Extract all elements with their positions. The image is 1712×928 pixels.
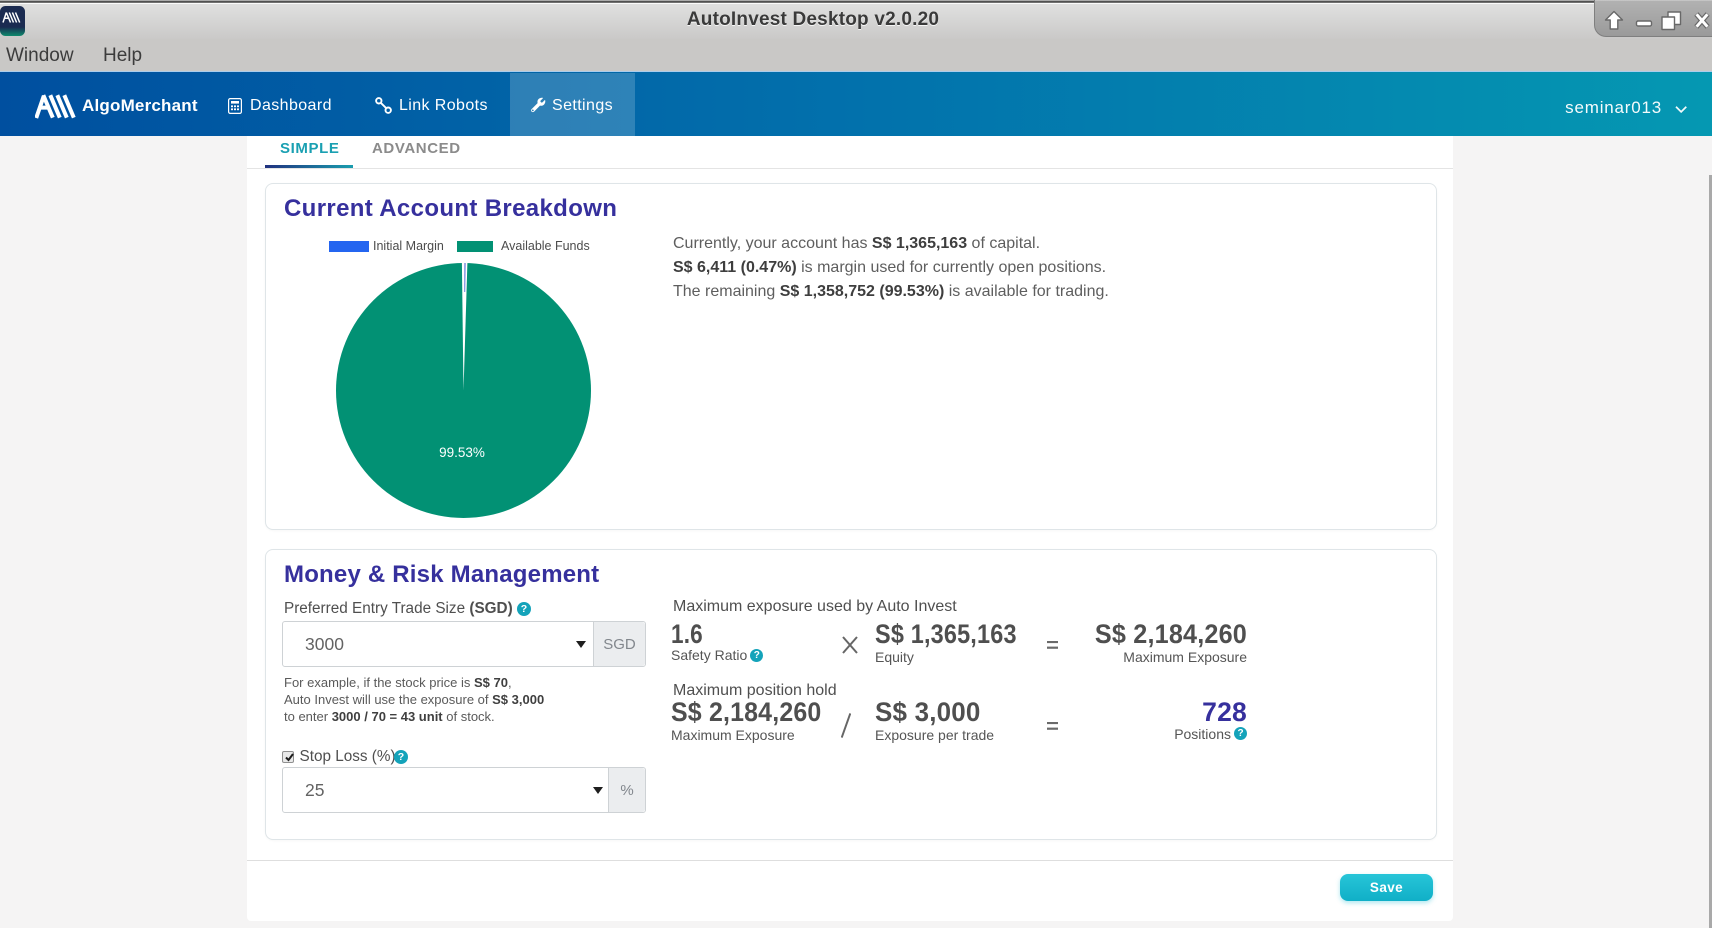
svg-text:99.53%: 99.53% [439, 445, 485, 460]
